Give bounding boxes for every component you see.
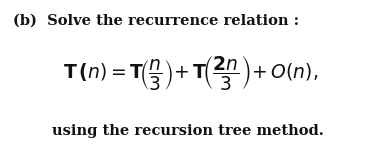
Text: using the recursion tree method.: using the recursion tree method.: [52, 124, 323, 137]
Text: $\bf{T}\,(\it{n}) = \bf{T}\!\left(\dfrac{\it{n}}{3}\right)\!+\bf{T}\!\left(\dfra: $\bf{T}\,(\it{n}) = \bf{T}\!\left(\dfrac…: [63, 53, 319, 92]
Text: (b)  Solve the recurrence relation :: (b) Solve the recurrence relation :: [13, 14, 299, 28]
